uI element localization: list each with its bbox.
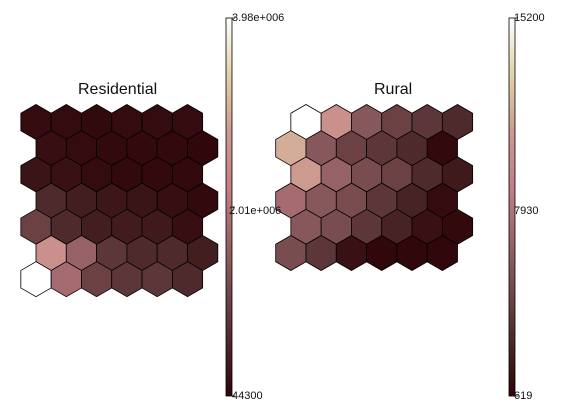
colorbar-residential-max-label: 3.98e+006 <box>232 12 285 24</box>
hex-grid-rural <box>275 104 474 271</box>
colorbar-rural-max-label: 15200 <box>514 12 545 24</box>
chart-title-rural: Rural <box>374 81 413 98</box>
hex-cell <box>426 235 458 271</box>
colorbar-rural-mid-label: 7930 <box>514 205 539 217</box>
hex-grid-residential <box>20 104 219 298</box>
colorbar-residential-mid-label: 2.01e+006 <box>229 205 282 217</box>
colorbar-residential-min-label: 44300 <box>232 390 263 402</box>
hex-cell <box>171 261 204 298</box>
chart-title-residential: Residential <box>78 81 158 98</box>
colorbar-rural-min-label: 619 <box>514 390 533 402</box>
